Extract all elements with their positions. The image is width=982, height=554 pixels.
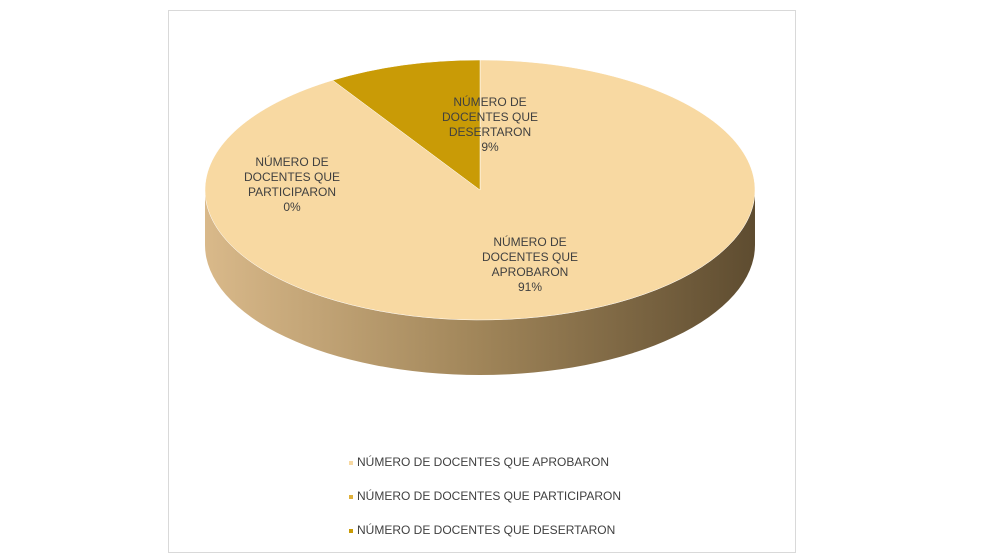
- legend-label: NÚMERO DE DOCENTES QUE DESERTARON: [357, 523, 616, 537]
- pie-side: [205, 190, 755, 375]
- data-label-value: 9%: [481, 140, 499, 154]
- legend-swatch: [349, 495, 353, 499]
- legend-swatch: [349, 529, 353, 533]
- data-label-name: NÚMERO DE DOCENTES QUE APROBARON: [481, 235, 578, 279]
- data-label-value: 91%: [517, 280, 543, 294]
- data-label: NÚMERO DE DOCENTES QUE APROBARON 91%: [465, 235, 595, 295]
- legend-label: NÚMERO DE DOCENTES QUE PARTICIPARON: [357, 489, 622, 503]
- legend-swatch: [349, 461, 353, 465]
- legend-label: NÚMERO DE DOCENTES QUE APROBARON: [357, 455, 610, 469]
- pie-slice: [332, 59, 481, 191]
- data-label-name: NÚMERO DE DOCENTES QUE PARTICIPARON: [243, 155, 340, 199]
- data-label-name: NÚMERO DE DOCENTES QUE DESERTARON: [441, 95, 538, 139]
- data-label: NÚMERO DE DOCENTES QUE PARTICIPARON 0%: [227, 155, 357, 215]
- data-label-value: 0%: [283, 200, 301, 214]
- data-label: NÚMERO DE DOCENTES QUE DESERTARON 9%: [425, 95, 555, 155]
